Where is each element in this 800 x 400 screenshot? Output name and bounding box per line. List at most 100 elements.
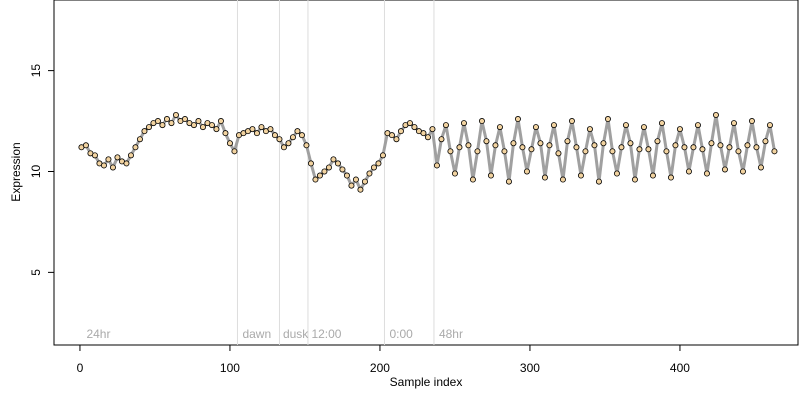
- data-point: [280, 144, 287, 151]
- data-point: [357, 186, 364, 193]
- data-point: [771, 148, 778, 155]
- data-point: [586, 126, 593, 133]
- data-point: [658, 120, 665, 127]
- data-point: [568, 118, 575, 125]
- data-point: [406, 120, 413, 127]
- data-point: [388, 132, 395, 139]
- data-point: [397, 128, 404, 135]
- data-point: [631, 176, 638, 183]
- data-point: [82, 142, 89, 149]
- data-point: [330, 156, 337, 163]
- data-point: [424, 134, 431, 141]
- data-point: [222, 130, 229, 137]
- data-point: [447, 148, 454, 155]
- data-point: [541, 174, 548, 181]
- data-point: [370, 164, 377, 171]
- data-point: [510, 140, 517, 147]
- data-point: [249, 126, 256, 133]
- data-point: [474, 148, 481, 155]
- data-point: [582, 148, 589, 155]
- data-point: [460, 120, 467, 127]
- data-point: [289, 134, 296, 141]
- data-point: [136, 136, 143, 143]
- data-point: [163, 116, 170, 123]
- data-point: [492, 142, 499, 149]
- data-point: [676, 126, 683, 133]
- data-point: [654, 138, 661, 145]
- data-point: [231, 148, 238, 155]
- data-point: [307, 160, 314, 167]
- data-point: [699, 146, 706, 153]
- data-point: [411, 124, 418, 131]
- data-point: [690, 144, 697, 151]
- data-point: [154, 118, 161, 125]
- data-point: [703, 170, 710, 177]
- data-point: [753, 144, 760, 151]
- y-tick-label: 5: [29, 269, 43, 276]
- data-point: [573, 144, 580, 151]
- annotation: 12:00: [311, 327, 341, 341]
- data-point: [190, 122, 197, 129]
- data-point: [766, 122, 773, 129]
- data-point: [726, 144, 733, 151]
- data-point: [636, 146, 643, 153]
- data-point: [199, 124, 206, 131]
- data-point: [312, 176, 319, 183]
- data-point: [379, 152, 386, 159]
- data-point: [465, 142, 472, 149]
- data-point: [294, 128, 301, 135]
- data-point: [595, 178, 602, 185]
- data-point: [478, 118, 485, 125]
- data-point: [420, 130, 427, 137]
- x-tick-label: 400: [670, 361, 690, 375]
- y-tick-label: 15: [29, 64, 43, 78]
- data-point: [559, 176, 566, 183]
- data-point: [762, 138, 769, 145]
- data-point: [685, 168, 692, 175]
- data-point: [577, 172, 584, 179]
- data-point: [514, 116, 521, 123]
- data-point: [748, 118, 755, 125]
- data-point: [298, 132, 305, 139]
- data-point: [735, 148, 742, 155]
- data-point: [168, 120, 175, 127]
- data-point: [717, 142, 724, 149]
- annotation: 48hr: [439, 327, 463, 341]
- data-point: [375, 160, 382, 167]
- data-point: [267, 126, 274, 133]
- data-point: [285, 140, 292, 147]
- data-point: [663, 148, 670, 155]
- data-point: [613, 170, 620, 177]
- data-point: [555, 150, 562, 157]
- data-point: [352, 176, 359, 183]
- data-point: [483, 138, 490, 145]
- data-point: [366, 170, 373, 177]
- data-point: [550, 122, 557, 129]
- x-axis-label: Sample index: [390, 375, 463, 389]
- data-point: [361, 178, 368, 185]
- annotation: dusk: [283, 327, 309, 341]
- data-point: [757, 164, 764, 171]
- data-point: [523, 168, 530, 175]
- y-axis-label: Expression: [9, 142, 23, 201]
- data-point: [456, 144, 463, 151]
- data-point: [681, 144, 688, 151]
- data-point: [321, 168, 328, 175]
- data-point: [208, 122, 215, 129]
- data-point: [276, 136, 283, 143]
- data-point: [195, 118, 202, 125]
- data-point: [141, 128, 148, 135]
- data-point: [744, 142, 751, 149]
- data-point: [672, 142, 679, 149]
- data-point: [303, 142, 310, 149]
- data-point: [739, 168, 746, 175]
- data-point: [438, 136, 445, 143]
- data-point: [694, 122, 701, 129]
- data-point: [640, 124, 647, 131]
- data-point: [316, 172, 323, 179]
- data-point: [721, 166, 728, 173]
- data-point: [528, 146, 535, 153]
- data-point: [393, 136, 400, 143]
- data-point: [712, 112, 719, 119]
